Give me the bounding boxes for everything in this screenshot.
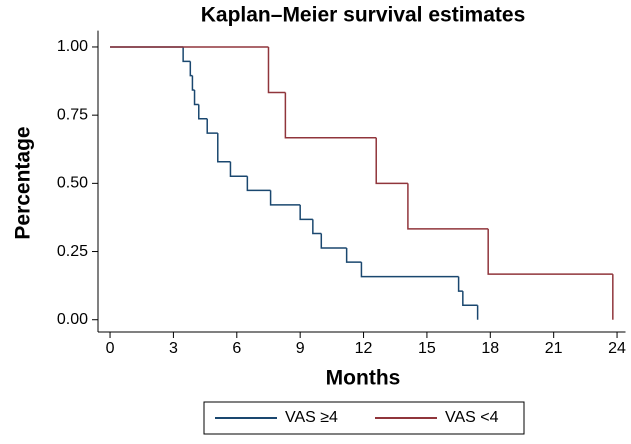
- x-tick-label: 15: [418, 340, 436, 357]
- survival-step: [189, 61, 193, 77]
- legend-label: VAS ≥4: [285, 409, 338, 426]
- x-tick-label: 21: [545, 340, 563, 357]
- survival-step: [320, 233, 347, 249]
- survival-step: [193, 90, 199, 106]
- survival-step: [229, 161, 248, 178]
- survival-step: [299, 204, 313, 221]
- survival-step: [246, 176, 271, 192]
- y-tick-label: 0.75: [57, 106, 88, 123]
- survival-step: [267, 46, 286, 94]
- survival-step: [345, 247, 362, 263]
- survival-step: [191, 75, 195, 91]
- x-tick-label: 0: [106, 340, 115, 357]
- legend-label: VAS <4: [445, 409, 499, 426]
- y-tick-label: 1.00: [57, 38, 88, 55]
- y-tick-label: 0.00: [57, 311, 88, 328]
- x-tick-label: 3: [169, 340, 178, 357]
- survival-step: [206, 118, 218, 134]
- survival-step: [269, 190, 301, 206]
- y-axis-label: Percentage: [12, 126, 35, 239]
- chart-title: Kaplan–Meier survival estimates: [201, 4, 526, 27]
- survival-step: [312, 219, 322, 235]
- y-tick-label: 0.25: [57, 243, 88, 260]
- x-tick-label: 12: [355, 340, 373, 357]
- y-tick-label: 0.50: [57, 175, 88, 192]
- survival-step: [457, 276, 463, 292]
- survival-step: [360, 262, 459, 278]
- x-tick-label: 6: [232, 340, 241, 357]
- x-tick-label: 24: [608, 340, 626, 357]
- survival-step: [217, 133, 231, 163]
- survival-step: [198, 104, 208, 120]
- survival-step: [407, 183, 489, 230]
- survival-step: [284, 92, 377, 139]
- x-tick-label: 9: [296, 340, 305, 357]
- x-axis-label: Months: [326, 367, 401, 390]
- survival-step: [462, 291, 478, 307]
- survival-step: [375, 137, 408, 185]
- x-tick-label: 18: [481, 340, 499, 357]
- survival-step: [487, 228, 613, 275]
- survival-step: [182, 46, 191, 63]
